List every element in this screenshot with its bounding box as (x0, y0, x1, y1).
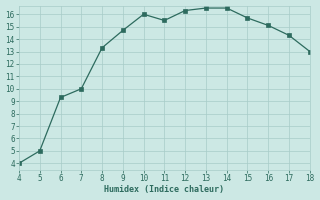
X-axis label: Humidex (Indice chaleur): Humidex (Indice chaleur) (104, 185, 224, 194)
